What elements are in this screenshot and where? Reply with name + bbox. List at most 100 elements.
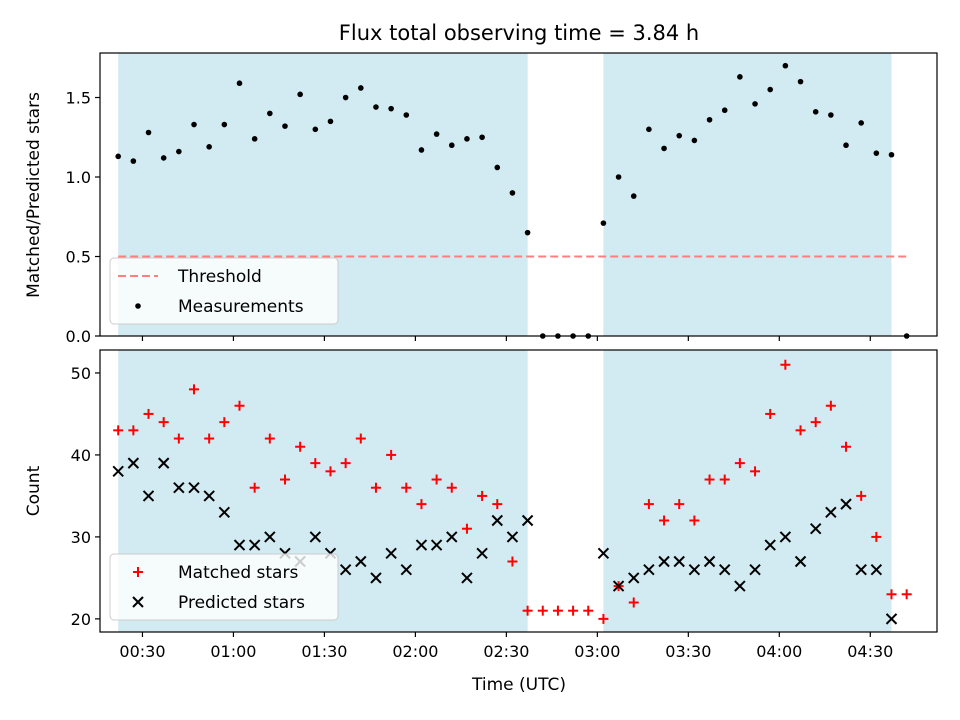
x-tick-label: 03:30 (665, 642, 711, 661)
predicted-star-stroke-b (370, 572, 382, 584)
measurement-point (843, 142, 849, 149)
measurement-point (403, 112, 410, 118)
predicted-star-stroke-b (794, 555, 807, 568)
legend-box (109, 553, 339, 621)
predicted-star-stroke-b (719, 563, 731, 576)
matched-star-marker (537, 605, 548, 616)
predicted-star-marker (203, 490, 215, 502)
predicted-star-stroke-b (825, 506, 837, 519)
measurement-point (388, 105, 394, 112)
predicted-star-marker (370, 572, 382, 584)
predicted-star-stroke-b (339, 563, 352, 576)
measurement-point (236, 80, 243, 87)
predicted-star-stroke-b (491, 514, 503, 527)
measurement-point (342, 94, 349, 101)
measurement-point (267, 110, 273, 117)
measurement-point (130, 158, 137, 164)
predicted-star-stroke-b (688, 563, 701, 576)
y-tick-label: 50 (71, 364, 91, 383)
measurement-point (282, 123, 288, 129)
predicted-star-stroke-b (309, 531, 322, 543)
tick-layer: 0.0 0.5 1.0 1.5 20 30 40 50 00:30 01:00 01:30 02:00… (66, 89, 894, 661)
measurement-point (433, 131, 440, 137)
matched-star-marker (856, 490, 867, 501)
x-tick-label: 01:30 (301, 642, 347, 661)
measurement-point (646, 126, 652, 133)
predicted-star-stroke-b (643, 563, 655, 576)
predicted-star-marker (870, 563, 883, 576)
measurement-point (160, 155, 167, 161)
predicted-star-marker (248, 539, 261, 551)
matched-star-marker (568, 605, 579, 616)
predicted-star-stroke-b (264, 531, 276, 543)
matched-star-marker (750, 466, 761, 477)
measurement-point (828, 112, 834, 118)
matched-star-marker (446, 482, 457, 493)
predicted-star-marker (521, 514, 534, 527)
y-tick-label: 30 (71, 528, 91, 547)
top-y-axis-label: Matched/Predicted stars (24, 92, 44, 298)
predicted-star-stroke-b (248, 539, 261, 551)
matched-star-marker (704, 474, 715, 485)
predicted-star-marker (885, 613, 898, 625)
predicted-star-stroke-b (385, 547, 397, 560)
axes-frame (99, 52, 938, 337)
predicted-star-stroke-b (764, 539, 776, 551)
matched-star-marker (674, 499, 685, 510)
measurement-point (464, 136, 470, 142)
predicted-star-stroke-b (173, 482, 185, 494)
x-tick-label: 04:30 (847, 642, 893, 661)
matched-star-marker (325, 466, 336, 477)
measurement-point (888, 151, 895, 158)
measurement-point (570, 333, 576, 339)
matched-star-marker (659, 515, 670, 526)
measurement-point (555, 333, 561, 339)
matched-star-marker (173, 433, 184, 444)
measurement-point (691, 137, 698, 144)
predicted-star-marker (446, 531, 458, 543)
matched-star-marker (461, 523, 472, 534)
predicted-star-stroke-b (734, 580, 746, 592)
legend-label: Measurements (178, 297, 304, 317)
matched-star-marker (765, 408, 776, 419)
x-tick-label: 03:00 (574, 642, 620, 661)
predicted-star-stroke-b (157, 457, 170, 469)
matched-star-marker (598, 613, 609, 624)
y-tick-label: 20 (71, 610, 91, 629)
predicted-star-stroke-b (521, 514, 534, 527)
matched-star-marker (234, 400, 245, 411)
matched-star-marker (204, 433, 215, 444)
predicted-star-stroke-b (506, 531, 519, 543)
legends: Threshold Measurements Matched stars Predic… (109, 257, 339, 621)
measurement-point (524, 229, 531, 236)
measurement-point (661, 145, 667, 152)
measurement-point (221, 121, 228, 128)
predicted-star-marker (855, 563, 867, 576)
predicted-star-marker (506, 531, 519, 543)
predicted-star-marker (840, 498, 852, 510)
predicted-star-stroke-b (658, 555, 670, 568)
legend-predicted-stroke-b (132, 596, 144, 608)
measurement-point (676, 132, 683, 139)
measurement-point (297, 91, 303, 98)
matched-star-marker (522, 605, 533, 616)
predicted-star-stroke-b (612, 580, 625, 592)
predicted-star-marker (355, 555, 367, 568)
measurement-point (176, 148, 182, 155)
predicted-star-marker (809, 523, 822, 535)
matched-star-marker (416, 499, 427, 510)
predicted-star-stroke-b (840, 498, 852, 510)
predicted-star-marker (400, 563, 413, 576)
x-tick-label: 02:00 (392, 642, 438, 661)
matched-star-marker (507, 556, 518, 567)
matched-star-marker (279, 474, 290, 485)
axes-frame (99, 349, 938, 633)
predicted-star-marker (673, 555, 685, 568)
predicted-star-marker (264, 531, 276, 543)
predicted-star-stroke-b (628, 572, 640, 584)
axes-frames (99, 52, 938, 633)
predicted-star-stroke-b (112, 465, 124, 478)
matched-star-marker (795, 425, 806, 436)
shaded-interval (603, 350, 892, 632)
